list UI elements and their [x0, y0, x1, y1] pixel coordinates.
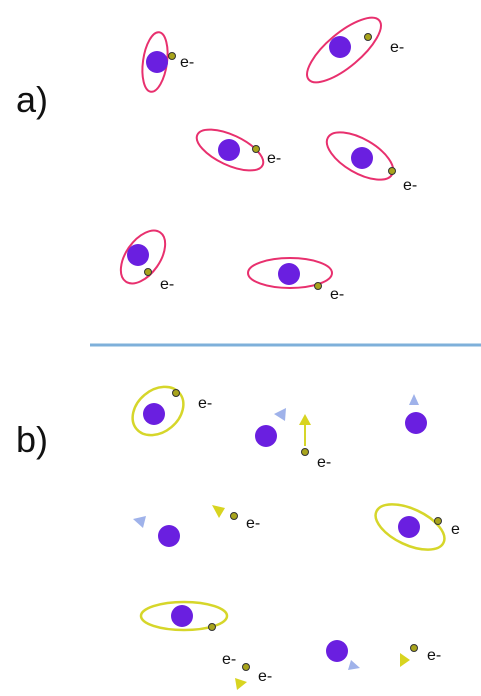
direction-arrow [274, 408, 286, 421]
nucleus [158, 525, 180, 547]
nucleus [278, 263, 300, 285]
electron [435, 518, 442, 525]
electron-label: e- [222, 651, 236, 668]
electron-label: e- [246, 515, 260, 532]
electron [389, 168, 396, 175]
panel-label: b) [16, 419, 48, 460]
direction-arrow [409, 394, 419, 405]
direction-arrow [212, 505, 225, 518]
electron-label: e- [180, 54, 194, 71]
electron [169, 53, 176, 60]
direction-arrow [299, 414, 311, 425]
electron [145, 269, 152, 276]
electron-label: e [451, 521, 460, 538]
electron-label: e- [390, 39, 404, 56]
electron [173, 390, 180, 397]
direction-arrow [133, 516, 146, 528]
electron-label: e- [427, 647, 441, 664]
nucleus [329, 36, 351, 58]
nucleus [127, 244, 149, 266]
electron-label: e- [258, 668, 272, 685]
electron [302, 449, 309, 456]
electron [253, 146, 260, 153]
direction-arrow [400, 653, 410, 667]
nucleus [405, 412, 427, 434]
electron [411, 645, 418, 652]
nucleus [326, 640, 348, 662]
nucleus [143, 403, 165, 425]
diagram: a) e- e- e- e- e- e- b) e- e- e- e e- [0, 0, 481, 696]
electron-label: e- [198, 395, 212, 412]
electron-label: e- [160, 276, 174, 293]
panel-label: a) [16, 79, 48, 120]
electron [243, 664, 250, 671]
nucleus [218, 139, 240, 161]
electron [209, 624, 216, 631]
electron-label: e- [267, 150, 281, 167]
nucleus [255, 425, 277, 447]
nucleus [171, 605, 193, 627]
electron-label: e- [317, 454, 331, 471]
nucleus [351, 147, 373, 169]
electron [315, 283, 322, 290]
electron-label: e- [403, 177, 417, 194]
nucleus [398, 516, 420, 538]
electron [231, 513, 238, 520]
nucleus [146, 51, 168, 73]
direction-arrow [235, 678, 247, 690]
electron-label: e- [330, 286, 344, 303]
direction-arrow [348, 660, 360, 670]
electron [365, 34, 372, 41]
